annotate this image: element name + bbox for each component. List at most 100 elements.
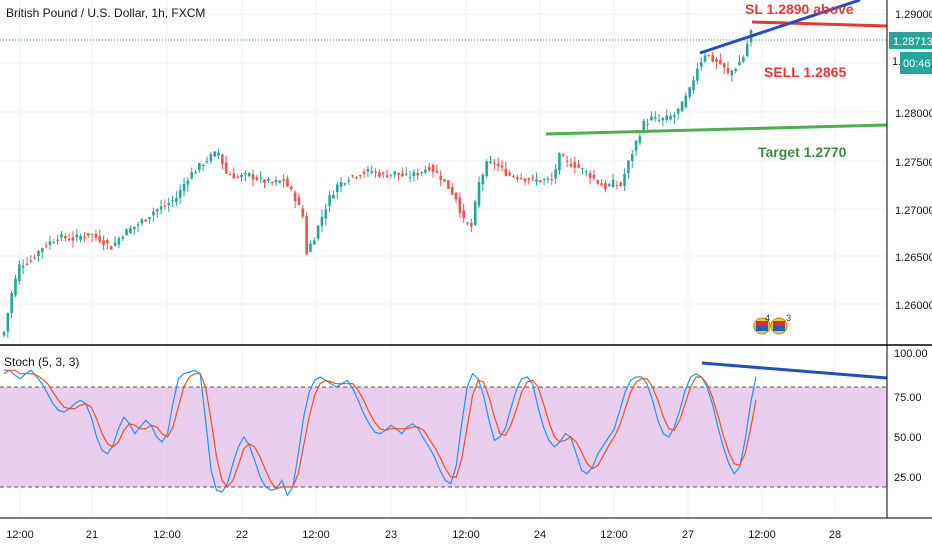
stoch-tick: 75.00 — [894, 392, 922, 404]
candle-body — [267, 178, 270, 181]
last-price-badge-text: 1.28713 — [893, 36, 932, 48]
candle-body — [2, 331, 6, 336]
candle-body — [496, 163, 500, 166]
time-tick: 23 — [385, 529, 397, 541]
price-tick: 1.28000 — [895, 108, 932, 120]
price-tick-partial: 1. — [892, 56, 901, 68]
candle-body — [393, 171, 397, 175]
candle-body — [516, 177, 519, 179]
candle-body — [347, 180, 351, 182]
candle-body — [290, 186, 293, 190]
candle-body — [148, 216, 151, 220]
candle-body — [251, 174, 255, 180]
sl-level-line[interactable] — [751, 20, 888, 28]
candle-body — [159, 206, 163, 210]
candle-body — [535, 179, 538, 182]
candle-body — [198, 163, 201, 170]
price-tick: 1.27000 — [895, 205, 932, 217]
candle-body — [734, 68, 737, 72]
target-annotation: Target 1.2770 — [758, 144, 847, 160]
candle-body — [611, 179, 615, 188]
candle-body — [680, 101, 684, 112]
candle-body — [125, 229, 128, 236]
candle-body — [630, 154, 634, 161]
candle-body — [726, 68, 730, 73]
candle-body — [619, 182, 623, 186]
upper-trend-line[interactable] — [699, 0, 861, 55]
candle-body — [274, 179, 278, 183]
time-tick: 28 — [829, 529, 841, 541]
stoch-divergence-line[interactable] — [701, 361, 888, 380]
candle-body — [435, 170, 439, 173]
candle-body — [404, 173, 408, 175]
candle-body — [707, 55, 711, 57]
candle-body — [646, 123, 649, 125]
candle-body — [67, 238, 71, 241]
candle-body — [485, 161, 488, 177]
candle-body — [584, 171, 588, 173]
candle-body — [722, 63, 726, 68]
candle-body — [550, 179, 554, 181]
candle-body — [351, 175, 354, 177]
candle-body — [83, 236, 86, 238]
candle-body — [90, 234, 94, 236]
candle-body — [424, 169, 427, 173]
candle-body — [10, 292, 13, 313]
candle-body — [44, 245, 48, 247]
candle-body — [263, 179, 266, 183]
candle-body — [523, 178, 527, 182]
candle-body — [186, 180, 190, 185]
indicator-label: Stoch (5, 3, 3) — [4, 355, 79, 369]
candle-body — [355, 177, 358, 179]
target-trend-line[interactable] — [545, 123, 888, 136]
countdown-badge-text: 00:46 — [903, 58, 931, 70]
candle-body — [692, 80, 695, 91]
candle-body — [416, 173, 420, 176]
candle-body — [205, 161, 209, 163]
candle-body — [167, 203, 171, 206]
flag-stripe — [756, 321, 768, 326]
candle-body — [477, 182, 481, 206]
time-tick: 12:00 — [302, 529, 330, 541]
candle-body — [213, 151, 216, 157]
candle-body — [48, 241, 52, 245]
candle-body — [715, 58, 718, 62]
candle-body — [473, 201, 477, 225]
candle-body — [79, 235, 82, 240]
candle-body — [175, 198, 178, 203]
event-markers[interactable]: 4 3 — [753, 313, 791, 335]
candle-body — [332, 195, 335, 199]
last-price-badge — [889, 32, 932, 49]
candle-body — [634, 140, 638, 151]
time-tick: 12:00 — [6, 529, 34, 541]
candle-body — [320, 216, 324, 226]
candle-body — [385, 175, 389, 178]
candle-body — [600, 183, 603, 186]
candlestick-series — [2, 29, 753, 338]
price-axis[interactable]: 1.29000 1.28000 1.27500 1.27000 1.26500 … — [895, 9, 932, 312]
candle-body — [132, 226, 136, 230]
stoch-tick: 25.00 — [894, 472, 922, 484]
time-tick: 12:00 — [600, 529, 628, 541]
candle-body — [588, 173, 592, 178]
candle-body — [427, 166, 431, 171]
candle-body — [339, 181, 343, 187]
event-count-left: 4 — [765, 313, 770, 323]
candle-body — [742, 57, 745, 62]
overbought-band — [0, 387, 887, 487]
candle-body — [719, 59, 722, 65]
stoch-tick: 100.00 — [894, 348, 928, 360]
candle-body — [577, 164, 580, 168]
candle-body — [711, 54, 714, 62]
candle-body — [247, 172, 251, 177]
candle-body — [305, 216, 308, 255]
candle-body — [470, 222, 473, 227]
candle-body — [450, 187, 454, 195]
sl-annotation: SL 1.2890 above — [745, 1, 854, 17]
candle-body — [102, 240, 105, 246]
time-axis[interactable]: 12:00 21 12:00 22 12:00 23 12:00 24 12:00 27 12:00… — [6, 529, 841, 541]
candle-body — [554, 169, 557, 179]
stoch-axis[interactable]: 100.00 75.00 50.00 25.00 — [894, 348, 928, 484]
stoch-d-line — [3, 369, 757, 490]
price-tick: 1.29000 — [895, 9, 932, 21]
